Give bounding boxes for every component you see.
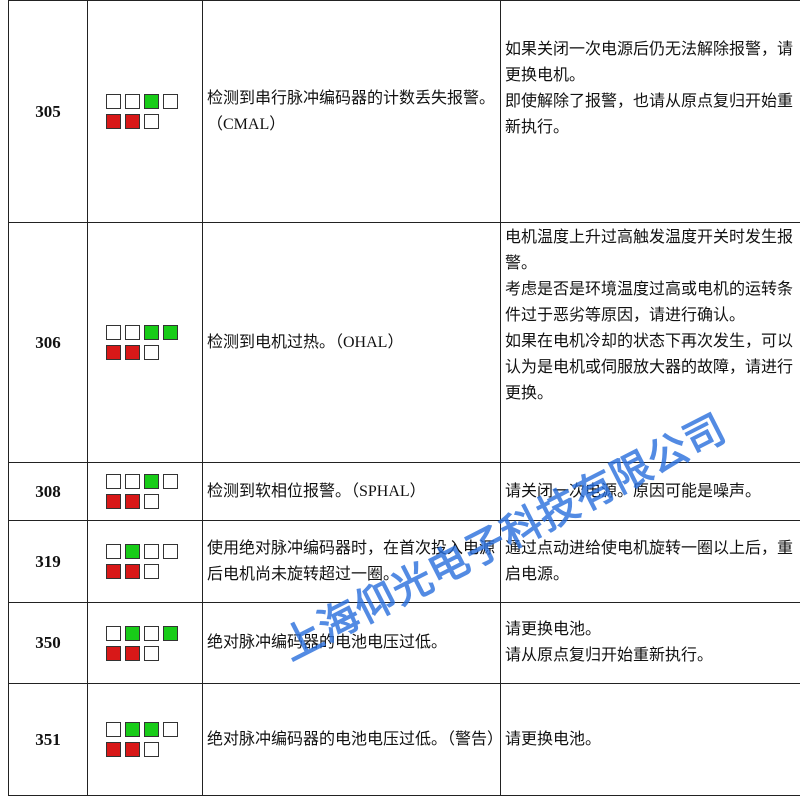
alarm-code: 319 <box>8 520 88 603</box>
remedy-text: 请关闭一次电源。原因可能是噪声。 <box>505 482 762 500</box>
row: 319 使用绝对脉冲编码器时，在首次投入电源后电机尚未旋转超过一圈。 通过点动进… <box>8 520 800 603</box>
remedy: 请更换电池。请从原点复归开始重新执行。 <box>500 602 800 684</box>
remedy-text: 如果在电机冷却的状态下再次发生，可以认为是电机或伺服放大器的故障，请进行更换。 <box>505 333 794 402</box>
remedy-text: 电机温度上升过高触发温度开关时发生报警。 <box>505 229 794 272</box>
led-indicator <box>87 462 203 521</box>
description: 检测到软相位报警。（SPHAL） <box>202 462 501 521</box>
remedy-text: 如果关闭一次电源后仍无法解除报警，请更换电机。 <box>505 41 794 84</box>
alarm-code: 308 <box>8 462 88 521</box>
alarm-code: 306 <box>8 222 88 463</box>
remedy-text: 通过点动进给使电机旋转一圈以上后，重启电源。 <box>505 539 794 583</box>
description: 检测到电机过热。（OHAL） <box>202 222 501 463</box>
alarm-code: 351 <box>8 683 88 796</box>
alarm-table: 305 检测到串行脉冲编码器的计数丢失报警。（CMAL） 如果关闭一次电源后仍无… <box>8 0 800 796</box>
row: 350 绝对脉冲编码器的电池电压过低。 请更换电池。 请从原点复归开始重新执行。 <box>8 602 800 684</box>
led-indicator <box>87 602 203 684</box>
led-indicator <box>87 0 203 223</box>
alarm-code: 350 <box>8 602 88 684</box>
remedy-text: 即使解除了报警，也请从原点复归开始重新执行。 <box>505 93 794 136</box>
row: 351 绝对脉冲编码器的电池电压过低。（警告） 请更换电池。 <box>8 683 800 796</box>
remedy: 请更换电池。 <box>500 683 800 796</box>
remedy-text: 考虑是否是环境温度过高或电机的运转条件过于恶劣等原因，请进行确认。 <box>505 281 794 324</box>
remedy-text: 请更换电池。 <box>505 730 602 748</box>
remedy-text: 请从原点复归开始重新执行。 <box>505 647 714 664</box>
row: 305 检测到串行脉冲编码器的计数丢失报警。（CMAL） 如果关闭一次电源后仍无… <box>8 0 800 223</box>
description: 使用绝对脉冲编码器时，在首次投入电源后电机尚未旋转超过一圈。 <box>202 520 501 603</box>
led-indicator <box>87 683 203 796</box>
alarm-code: 305 <box>8 0 88 223</box>
row: 308 检测到软相位报警。（SPHAL） 请关闭一次电源。原因可能是噪声。 <box>8 462 800 521</box>
description: 绝对脉冲编码器的电池电压过低。（警告） <box>202 683 501 796</box>
remedy: 通过点动进给使电机旋转一圈以上后，重启电源。 <box>500 520 800 603</box>
remedy: 如果关闭一次电源后仍无法解除报警，请更换电机。 即使解除了报警，也请从原点复归开始… <box>500 0 800 223</box>
remedy: 请关闭一次电源。原因可能是噪声。 <box>500 462 800 521</box>
led-indicator <box>87 222 203 463</box>
led-indicator <box>87 520 203 603</box>
row: 306 检测到电机过热。（OHAL） 电机温度上升过高触发温度开关时发生报警。考… <box>8 222 800 463</box>
description: 检测到串行脉冲编码器的计数丢失报警。（CMAL） <box>202 0 501 223</box>
remedy-text: 请更换电池。 <box>505 621 602 638</box>
